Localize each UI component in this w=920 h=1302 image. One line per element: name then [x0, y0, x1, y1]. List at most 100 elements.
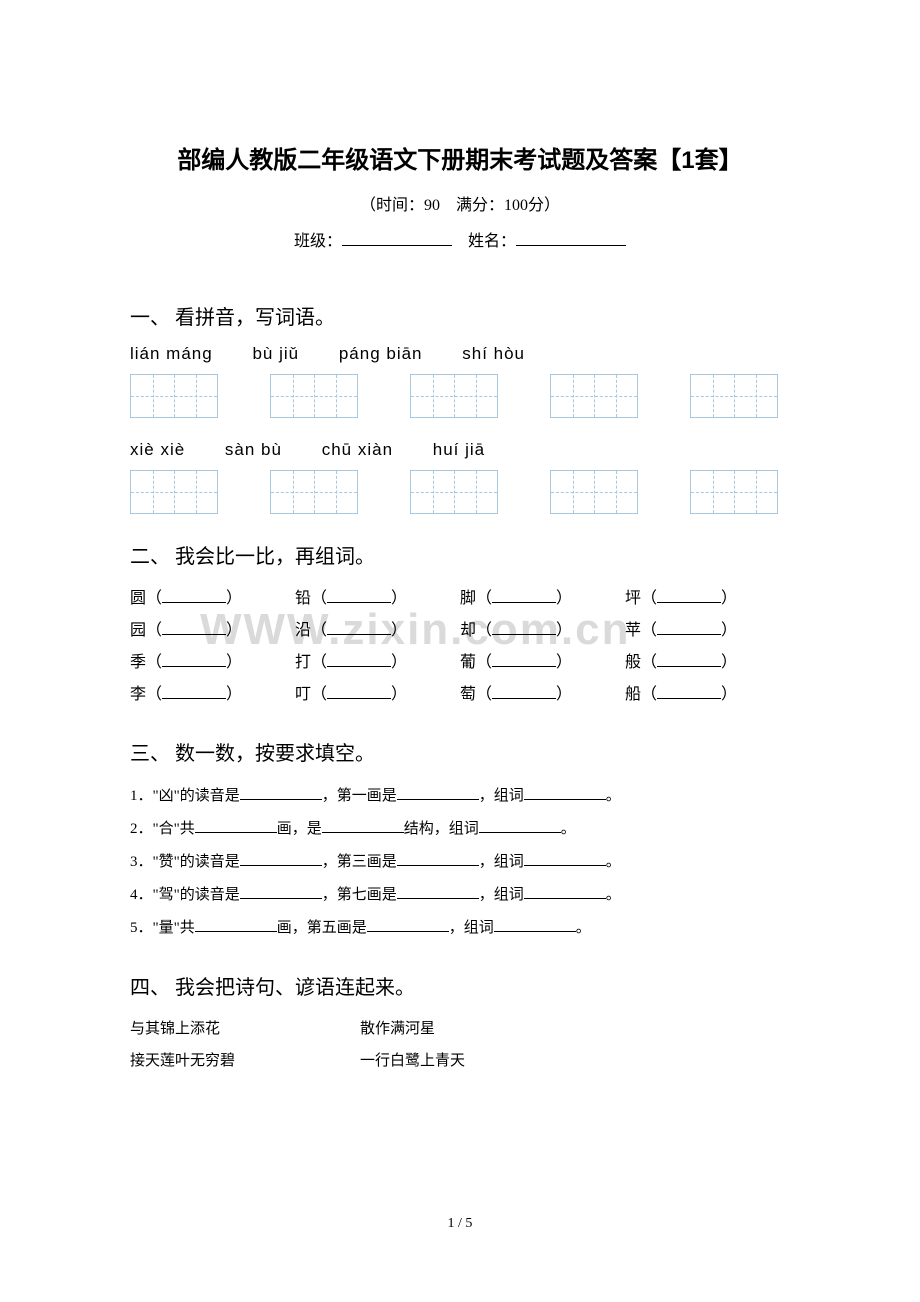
fill-list: 1．"凶"的读音是，第一画是，组词。 2．"合"共画，是结构，组词。 3．"赞"…	[130, 780, 790, 945]
name-label: 姓名：	[468, 233, 516, 250]
match-left: 与其锦上添花	[130, 1014, 360, 1046]
fill-blank[interactable]	[367, 920, 449, 932]
item-num: 2．	[130, 821, 153, 837]
fill-blank[interactable]	[479, 821, 561, 833]
fill-blank[interactable]	[240, 854, 322, 866]
fill-item: 3．"赞"的读音是，第三画是，组词。	[130, 846, 790, 879]
item-text: 。	[606, 887, 621, 903]
char: 铅	[295, 590, 311, 607]
tianzige-box[interactable]	[130, 374, 218, 418]
match-right: 一行白鹭上青天	[360, 1046, 465, 1078]
item-text: ，组词	[479, 788, 524, 804]
fill-blank[interactable]	[492, 655, 556, 667]
fill-item: 1．"凶"的读音是 ，第一画是 ，组词 。	[130, 780, 790, 813]
fill-blank[interactable]	[657, 655, 721, 667]
pinyin-text: xiè xiè	[130, 440, 185, 459]
writing-box-row	[130, 470, 790, 514]
fill-blank[interactable]	[657, 687, 721, 699]
item-num: 5．	[130, 920, 153, 936]
match-row: 与其锦上添花 散作满河星	[130, 1014, 790, 1046]
item-text: 结构，组词	[404, 821, 479, 837]
fill-blank[interactable]	[524, 788, 606, 800]
char: 沿	[295, 622, 311, 639]
fill-blank[interactable]	[162, 623, 226, 635]
item-text: ，组词	[479, 887, 524, 903]
fill-blank[interactable]	[195, 920, 277, 932]
item-text: ，组词	[479, 854, 524, 870]
item-text: ，第一画是	[322, 788, 397, 804]
tianzige-box[interactable]	[550, 470, 638, 514]
page-number: 1 / 5	[0, 1216, 920, 1232]
fill-blank[interactable]	[492, 591, 556, 603]
fill-blank[interactable]	[195, 821, 277, 833]
fill-blank[interactable]	[397, 887, 479, 899]
fill-blank[interactable]	[492, 623, 556, 635]
fill-blank[interactable]	[162, 687, 226, 699]
pinyin-row-1: lián máng bù jiǔ páng biān shí hòu	[130, 344, 790, 364]
fill-blank[interactable]	[240, 887, 322, 899]
fill-blank[interactable]	[327, 655, 391, 667]
compare-row: 季（） 打（） 葡（） 般（）	[130, 647, 790, 679]
tianzige-box[interactable]	[270, 374, 358, 418]
fill-blank[interactable]	[327, 623, 391, 635]
char: 却	[460, 622, 476, 639]
fill-blank[interactable]	[240, 788, 322, 800]
fill-blank[interactable]	[162, 591, 226, 603]
section-2-heading: 二、 我会比一比，再组词。	[130, 540, 790, 569]
char: 脚	[460, 590, 476, 607]
fill-blank[interactable]	[327, 687, 391, 699]
tianzige-box[interactable]	[410, 470, 498, 514]
fill-item: 5．"量"共画，第五画是，组词。	[130, 912, 790, 945]
fill-blank[interactable]	[322, 821, 404, 833]
char: 葡	[460, 654, 476, 671]
class-label: 班级：	[294, 233, 342, 250]
fill-blank[interactable]	[397, 854, 479, 866]
fill-blank[interactable]	[397, 788, 479, 800]
tianzige-box[interactable]	[690, 374, 778, 418]
item-text: 画，第五画是	[277, 920, 367, 936]
char: 圆	[130, 590, 146, 607]
section-1-heading: 一、 看拼音，写词语。	[130, 301, 790, 330]
char: 园	[130, 622, 146, 639]
item-text: "凶"的读音是	[153, 788, 240, 804]
fill-blank[interactable]	[657, 591, 721, 603]
fill-blank[interactable]	[327, 591, 391, 603]
match-row: 接天莲叶无穷碧 一行白鹭上青天	[130, 1046, 790, 1078]
char: 坪	[625, 590, 641, 607]
section-3-heading: 三、 数一数，按要求填空。	[130, 737, 790, 766]
char: 苹	[625, 622, 641, 639]
compare-row: 圆（） 铅（） 脚（） 坪（）	[130, 583, 790, 615]
item-text: ，第三画是	[322, 854, 397, 870]
char: 叮	[295, 686, 311, 703]
fill-blank[interactable]	[524, 887, 606, 899]
char: 萄	[460, 686, 476, 703]
time-score: （时间：90 满分：100分）	[130, 191, 790, 215]
item-num: 4．	[130, 887, 153, 903]
item-text: ，第七画是	[322, 887, 397, 903]
fill-blank[interactable]	[524, 854, 606, 866]
tianzige-box[interactable]	[690, 470, 778, 514]
fill-blank[interactable]	[657, 623, 721, 635]
item-text: 。	[606, 788, 621, 804]
item-text: "量"共	[153, 920, 195, 936]
name-blank[interactable]	[516, 232, 626, 246]
char: 季	[130, 654, 146, 671]
compare-row: 园（） 沿（） 却（） 苹（）	[130, 615, 790, 647]
tianzige-box[interactable]	[550, 374, 638, 418]
tianzige-box[interactable]	[270, 470, 358, 514]
item-text: 。	[576, 920, 591, 936]
fill-blank[interactable]	[492, 687, 556, 699]
tianzige-box[interactable]	[130, 470, 218, 514]
pinyin-text: páng biān	[339, 344, 423, 363]
class-blank[interactable]	[342, 232, 452, 246]
item-num: 1．	[130, 788, 153, 804]
item-text: 画，是	[277, 821, 322, 837]
fill-blank[interactable]	[494, 920, 576, 932]
tianzige-box[interactable]	[410, 374, 498, 418]
fill-item: 2．"合"共画，是结构，组词。	[130, 813, 790, 846]
match-list: 与其锦上添花 散作满河星 接天莲叶无穷碧 一行白鹭上青天	[130, 1014, 790, 1077]
writing-box-row	[130, 374, 790, 418]
fill-blank[interactable]	[162, 655, 226, 667]
pinyin-text: sàn bù	[225, 440, 282, 459]
class-name-line: 班级： 姓名：	[130, 227, 790, 251]
